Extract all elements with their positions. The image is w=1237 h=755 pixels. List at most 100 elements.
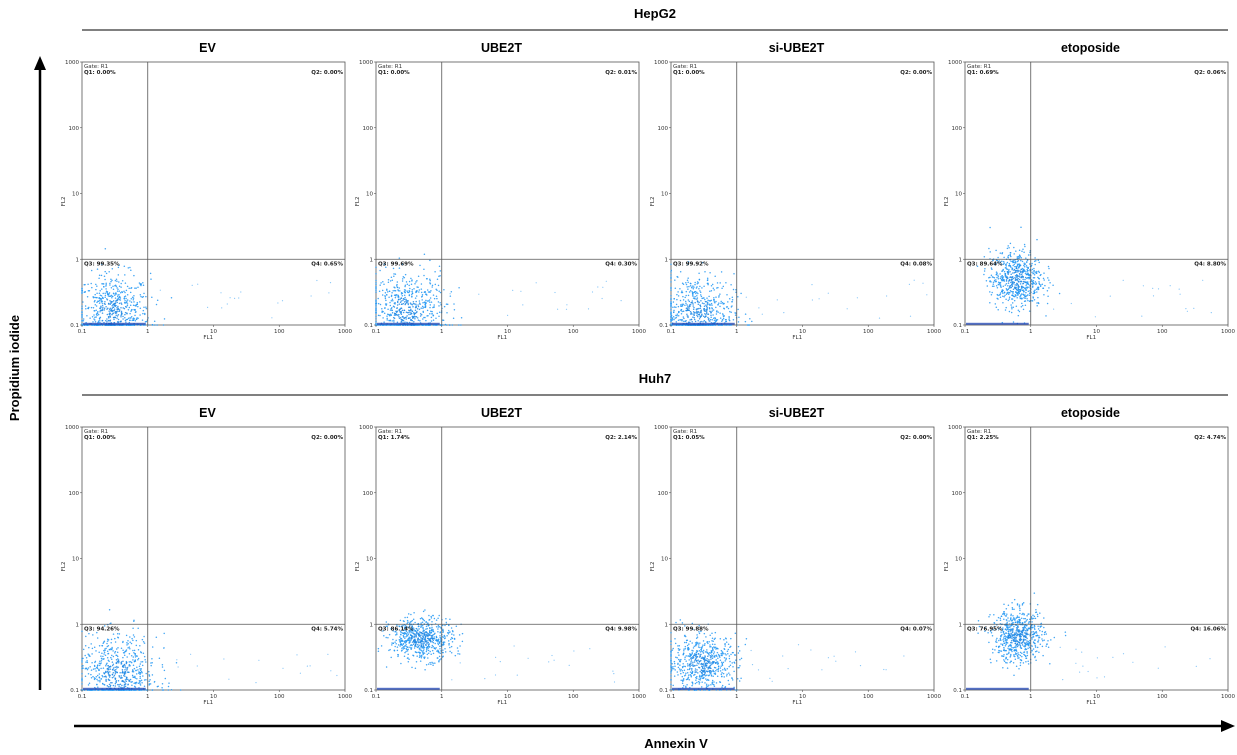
event-dot	[401, 263, 404, 265]
event-dot	[696, 681, 698, 684]
event-dot	[1039, 285, 1042, 287]
event-dot	[983, 255, 986, 258]
event-dot	[112, 312, 114, 315]
event-dot	[102, 297, 104, 299]
event-dot	[439, 291, 442, 294]
event-dot	[118, 281, 120, 283]
event-dot	[1047, 295, 1049, 298]
outlier-dot	[240, 291, 242, 293]
event-dot	[408, 290, 411, 293]
event-dot	[114, 677, 117, 680]
event-dot	[114, 685, 117, 687]
event-dot	[673, 309, 675, 312]
event-dot	[687, 316, 689, 319]
event-dot	[418, 635, 420, 637]
event-dot	[991, 276, 994, 278]
event-dot	[674, 669, 676, 671]
event-dot	[383, 634, 385, 637]
event-dot	[413, 288, 415, 290]
event-dot	[102, 675, 104, 678]
event-dot	[671, 319, 673, 321]
event-dot	[1018, 263, 1021, 265]
event-dot	[1017, 284, 1020, 286]
event-dot	[712, 660, 714, 663]
x-tick-label: 1000	[338, 694, 352, 700]
event-dot	[1027, 660, 1029, 663]
event-dot	[375, 289, 377, 291]
event-dot	[737, 321, 740, 323]
event-dot	[732, 288, 735, 291]
event-dot	[128, 287, 130, 289]
event-dot	[124, 664, 126, 667]
event-dot	[122, 307, 124, 309]
event-dot	[411, 292, 414, 295]
event-dot	[700, 299, 702, 302]
event-dot	[1009, 285, 1011, 287]
event-dot	[155, 303, 158, 306]
event-dot	[139, 672, 142, 674]
event-dot	[694, 281, 696, 284]
event-dot	[115, 310, 118, 313]
event-dot	[397, 655, 399, 658]
event-dot	[116, 667, 118, 669]
event-dot	[701, 663, 703, 665]
event-dot	[1048, 287, 1050, 289]
event-dot	[678, 660, 681, 663]
event-dot	[690, 313, 692, 315]
event-dot	[140, 284, 142, 287]
event-dot	[712, 309, 715, 311]
event-dot	[403, 655, 406, 658]
event-dot	[429, 282, 431, 284]
event-dot	[992, 281, 995, 283]
event-dot	[113, 316, 115, 319]
event-dot	[102, 283, 105, 285]
event-dot	[96, 674, 99, 677]
event-dot	[682, 295, 684, 298]
event-dot	[114, 279, 117, 282]
event-dot	[98, 651, 100, 653]
outlier-dot	[495, 656, 497, 659]
event-dot	[124, 672, 127, 674]
event-dot	[710, 311, 712, 313]
event-cloud	[81, 248, 332, 326]
event-dot	[85, 667, 87, 669]
event-dot	[728, 665, 730, 668]
event-dot	[432, 614, 434, 617]
event-dot	[1041, 283, 1044, 285]
x-tick-label: 10	[210, 694, 217, 700]
event-dot	[143, 635, 145, 638]
event-dot	[993, 276, 996, 279]
event-dot	[698, 666, 700, 669]
event-dot	[139, 669, 142, 672]
event-dot	[680, 291, 683, 294]
event-dot	[96, 664, 99, 667]
event-dot	[1001, 260, 1003, 263]
event-dot	[1028, 292, 1031, 294]
event-dot	[698, 272, 700, 275]
event-dot	[716, 282, 719, 284]
event-dot	[86, 668, 89, 671]
event-dot	[709, 304, 711, 306]
event-dot	[148, 683, 151, 685]
event-dot	[440, 650, 442, 652]
event-dot	[670, 664, 672, 667]
event-dot	[689, 319, 691, 321]
event-dot	[1010, 260, 1012, 263]
event-dot	[136, 303, 138, 305]
event-dot	[397, 644, 400, 646]
event-dot	[670, 643, 672, 646]
event-dot	[670, 303, 672, 305]
event-dot	[414, 651, 417, 653]
event-dot	[670, 315, 672, 318]
event-dot	[422, 650, 425, 652]
event-dot	[434, 642, 436, 645]
outlier-dot	[499, 661, 501, 663]
event-dot	[702, 320, 704, 323]
event-dot	[1011, 285, 1014, 288]
event-dot	[106, 313, 109, 316]
event-dot	[744, 320, 747, 323]
x-tick-label: 10	[799, 694, 806, 700]
event-dot	[691, 670, 694, 673]
event-dot	[402, 624, 404, 627]
event-dot	[412, 305, 414, 308]
